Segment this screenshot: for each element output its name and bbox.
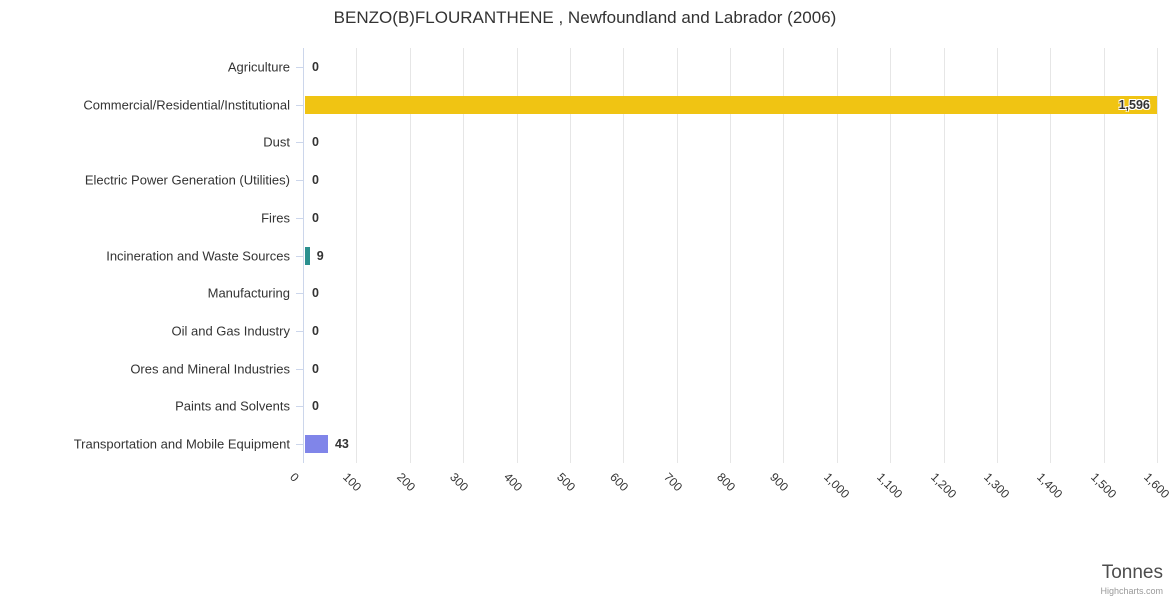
x-axis-tick-label: 0 bbox=[287, 470, 302, 485]
value-label: 1,596 bbox=[1118, 97, 1150, 112]
value-label: 0 bbox=[312, 135, 319, 150]
value-label: 0 bbox=[312, 210, 319, 225]
bar-incineration-and-waste-sources[interactable] bbox=[305, 246, 310, 265]
category-label: Ores and Mineral Industries bbox=[130, 361, 290, 377]
gridline bbox=[356, 48, 358, 463]
category-tick bbox=[296, 180, 303, 182]
x-axis-tick-label: 900 bbox=[767, 470, 792, 495]
value-label: 43 bbox=[334, 437, 349, 452]
gridline bbox=[943, 48, 945, 463]
gridline bbox=[463, 48, 465, 463]
gridline bbox=[1050, 48, 1052, 463]
x-axis-tick-label: 1,600 bbox=[1141, 470, 1170, 502]
value-label: 0 bbox=[312, 59, 319, 74]
gridline bbox=[783, 48, 785, 463]
category-tick bbox=[296, 406, 303, 408]
x-axis-tick-label: 600 bbox=[607, 470, 632, 495]
category-label: Transportation and Mobile Equipment bbox=[73, 436, 290, 452]
category-tick bbox=[296, 104, 303, 106]
category-tick bbox=[296, 217, 303, 219]
x-axis-title: Tonnes bbox=[1101, 562, 1163, 583]
gridline bbox=[1157, 48, 1158, 463]
gridline bbox=[730, 48, 731, 463]
gridline bbox=[676, 48, 678, 463]
x-axis-tick-label: 200 bbox=[393, 470, 418, 495]
x-axis-tick-label: 700 bbox=[660, 470, 685, 495]
x-axis-tick-label: 1,200 bbox=[927, 470, 959, 502]
x-axis-tick-label: 1,300 bbox=[980, 470, 1013, 502]
category-label: Commercial/Residential/Institutional bbox=[83, 97, 290, 113]
x-axis-tick-label: 1,400 bbox=[1034, 470, 1066, 502]
x-axis-tick-label: 400 bbox=[500, 470, 525, 495]
gridline bbox=[569, 48, 571, 463]
category-label: Oil and Gas Industry bbox=[171, 323, 291, 339]
value-label: 0 bbox=[312, 323, 319, 338]
category-tick bbox=[296, 330, 303, 332]
bar-transportation-and-mobile-equipment[interactable] bbox=[305, 435, 328, 454]
chart-title: BENZO(B)FLOURANTHENE , Newfoundland and … bbox=[333, 8, 837, 27]
x-axis-tick-label: 1,500 bbox=[1087, 470, 1119, 502]
x-axis-tick-label: 1,000 bbox=[820, 470, 852, 502]
value-label: 0 bbox=[312, 173, 319, 188]
category-label: Electric Power Generation (Utilities) bbox=[84, 172, 290, 188]
category-label: Paints and Solvents bbox=[175, 398, 290, 414]
value-label: 0 bbox=[312, 399, 319, 414]
x-axis-tick-label: 1,100 bbox=[874, 470, 906, 502]
category-tick bbox=[296, 142, 303, 144]
category-label: Incineration and Waste Sources bbox=[106, 248, 290, 263]
bar-commercial-residential-institutional[interactable] bbox=[305, 95, 1157, 114]
category-tick bbox=[296, 255, 303, 257]
category-label: Manufacturing bbox=[207, 285, 290, 301]
category-tick bbox=[296, 66, 303, 68]
x-axis-tick-label: 100 bbox=[340, 470, 365, 495]
category-tick bbox=[296, 293, 303, 295]
gridline bbox=[623, 48, 625, 463]
category-tick bbox=[296, 444, 303, 446]
highcharts-credit-link[interactable]: Highcharts.com bbox=[1100, 586, 1163, 596]
value-label: 0 bbox=[312, 361, 319, 376]
category-label: Dust bbox=[263, 134, 290, 150]
gridline bbox=[409, 48, 411, 463]
x-axis-tick-label: 500 bbox=[553, 470, 579, 495]
x-axis-tick-label: 800 bbox=[714, 470, 739, 495]
value-label: 9 bbox=[316, 248, 324, 263]
gridline bbox=[1103, 48, 1105, 463]
gridline bbox=[996, 48, 998, 463]
gridline bbox=[890, 48, 892, 463]
category-label: Fires bbox=[261, 210, 290, 226]
gridline bbox=[836, 48, 838, 463]
gridline bbox=[516, 48, 518, 463]
x-axis-tick-label: 300 bbox=[447, 470, 472, 495]
value-label: 0 bbox=[312, 286, 319, 301]
plot-area: 0 1,596 0 0 0 9 0 0 0 0 43 bbox=[303, 48, 1158, 463]
category-label: Agriculture bbox=[227, 59, 290, 75]
category-tick bbox=[296, 368, 303, 370]
